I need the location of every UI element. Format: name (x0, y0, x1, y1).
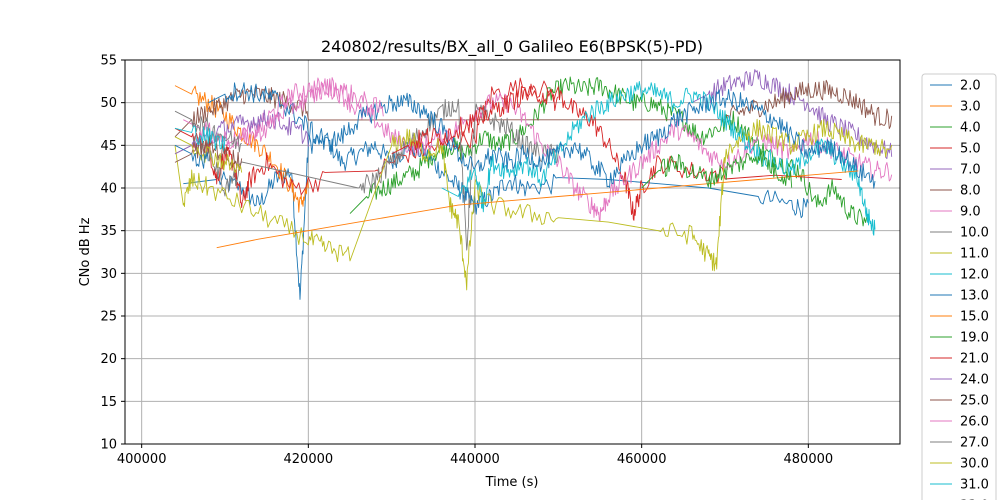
legend-label: 7.0 (960, 163, 981, 178)
legend-label: 33.0 (960, 499, 989, 500)
series-line-12-0 (441, 80, 876, 236)
series-line-2-0 (183, 128, 809, 300)
series-line-31-0 (174, 125, 226, 152)
y-tick-label: 10 (100, 438, 117, 453)
legend-label: 25.0 (960, 394, 989, 409)
legend-label: 8.0 (960, 184, 981, 199)
x-tick-label: 420000 (284, 452, 334, 467)
y-tick-label: 55 (100, 54, 117, 69)
plot-frame (124, 59, 901, 445)
y-tick-label: 50 (100, 96, 117, 111)
y-tick-label: 45 (100, 139, 117, 154)
legend-label: 2.0 (960, 79, 981, 94)
x-tick-label: 440000 (450, 452, 500, 467)
series-line-3-0 (174, 85, 309, 213)
legend-label: 31.0 (960, 478, 989, 493)
legend-label: 4.0 (960, 121, 981, 136)
legend-label: 30.0 (960, 457, 989, 472)
y-tick-label: 35 (100, 224, 117, 239)
legend-label: 13.0 (960, 289, 989, 304)
legend: 2.0 3.0 4.0 5.0 7.0 8.0 9.0 10.0 11.0 12.0 13.0 15.… (921, 73, 997, 500)
series-line-10-0 (174, 98, 559, 251)
y-tick-label: 40 (100, 182, 117, 197)
legend-label: 10.0 (960, 226, 989, 241)
series-line-26-0 (183, 77, 384, 150)
series-line-30-0 (174, 136, 243, 173)
x-tick-label: 480000 (784, 452, 834, 467)
legend-label: 27.0 (960, 436, 989, 451)
legend-label: 15.0 (960, 310, 989, 325)
legend-label: 26.0 (960, 415, 989, 430)
y-tick-label: 30 (100, 267, 117, 282)
legend-label: 5.0 (960, 142, 981, 157)
series-line-33-0 (174, 144, 209, 169)
legend-label: 3.0 (960, 100, 981, 115)
legend-label: 9.0 (960, 205, 981, 220)
series-group (174, 69, 893, 300)
series-line-15-0 (216, 170, 859, 249)
y-axis-ticks: 10 15 20 25 30 35 40 45 50 55 (100, 54, 125, 453)
x-axis-ticks: 400000 420000 440000 460000 480000 (117, 444, 833, 467)
legend-label: 12.0 (960, 268, 989, 283)
series-line-19-0 (641, 148, 793, 189)
y-axis-label: CNo dB Hz (78, 217, 93, 286)
legend-label: 19.0 (960, 331, 989, 346)
series-line-11-0 (174, 118, 893, 291)
x-tick-label: 400000 (117, 452, 167, 467)
x-axis-label: Time (s) (485, 475, 539, 490)
y-tick-label: 25 (100, 310, 117, 325)
legend-label: 24.0 (960, 373, 989, 388)
series-line-21-0 (391, 83, 559, 155)
y-tick-label: 15 (100, 395, 117, 410)
series-line-9-0 (224, 77, 893, 222)
series-line-13-0 (208, 82, 876, 189)
legend-box (921, 73, 997, 500)
chart-title: 240802/results/BX_all_0 Galileo E6(BPSK(… (321, 37, 703, 57)
legend-label: 21.0 (960, 352, 989, 367)
series-line-4-0 (349, 76, 868, 227)
legend-label: 11.0 (960, 247, 989, 262)
x-tick-label: 460000 (617, 452, 667, 467)
y-tick-label: 20 (100, 352, 117, 367)
